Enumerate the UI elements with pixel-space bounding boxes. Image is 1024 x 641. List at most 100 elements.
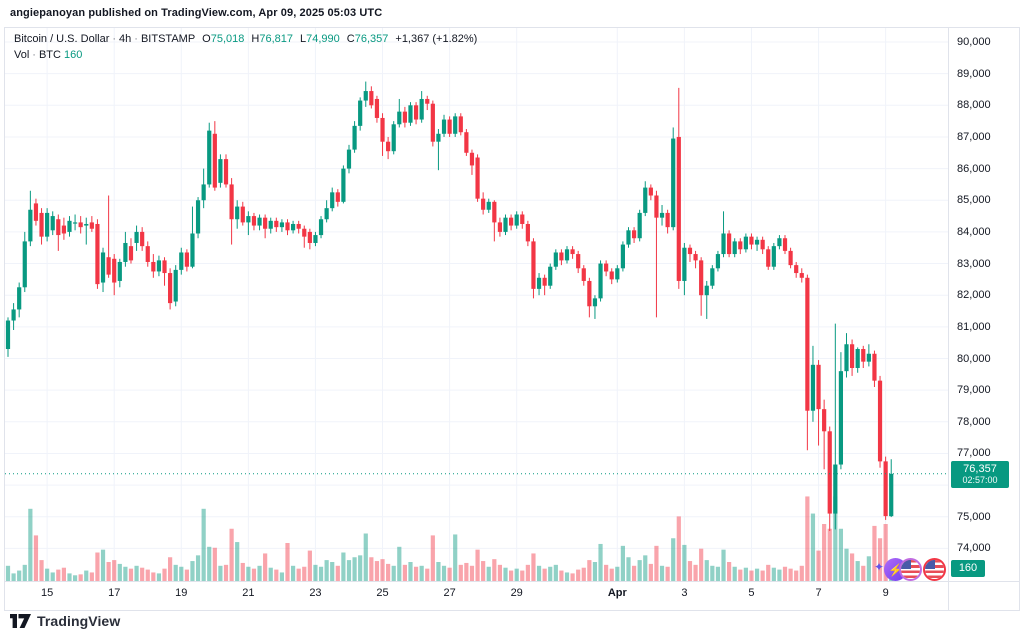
candle-body bbox=[302, 228, 307, 237]
candle-body bbox=[637, 212, 642, 239]
volume-bar bbox=[855, 561, 860, 581]
candle-body bbox=[654, 195, 659, 218]
volume-bar bbox=[844, 548, 849, 581]
candle-body bbox=[106, 257, 111, 275]
candle-body bbox=[184, 252, 189, 267]
candle-body bbox=[542, 277, 547, 286]
interval-label[interactable]: 4h bbox=[119, 33, 132, 45]
sparkle-icon: ✦ bbox=[874, 560, 885, 574]
flag-canton bbox=[901, 560, 912, 570]
volume-bar bbox=[84, 570, 89, 581]
tradingview-logo[interactable]: TradingView bbox=[10, 613, 120, 629]
volume-bar bbox=[794, 570, 799, 581]
price-tick-label: 83,000 bbox=[957, 257, 991, 270]
price-tick-label: 75,000 bbox=[957, 510, 991, 523]
volume-bar bbox=[816, 550, 821, 581]
time-tick-label: 19 bbox=[175, 587, 188, 599]
price-tick-label: 86,000 bbox=[957, 162, 991, 175]
volume-bar bbox=[492, 559, 497, 581]
volume-bar bbox=[598, 543, 603, 581]
symbol-name[interactable]: Bitcoin / U.S. Dollar bbox=[14, 33, 110, 45]
volume-bar bbox=[235, 542, 240, 581]
candle-body bbox=[89, 222, 94, 229]
time-tick-label: 7 bbox=[815, 587, 822, 599]
high-value: 76,817 bbox=[259, 33, 293, 45]
volume-bar bbox=[453, 534, 458, 581]
candle-body bbox=[22, 241, 27, 288]
candle-body bbox=[78, 222, 83, 228]
candle-body bbox=[173, 269, 178, 302]
volume-bar bbox=[369, 557, 374, 581]
volume-bar bbox=[89, 572, 94, 581]
volume-bar bbox=[145, 569, 150, 581]
candle-body bbox=[631, 230, 637, 239]
candle-body bbox=[296, 223, 301, 229]
candle-body bbox=[430, 103, 435, 142]
candle-body bbox=[861, 349, 866, 362]
close-label: C bbox=[346, 33, 355, 45]
candle-body bbox=[805, 277, 810, 411]
volume-bar bbox=[274, 569, 279, 581]
candle-body bbox=[307, 231, 312, 243]
volume-bar bbox=[72, 575, 78, 581]
candle-countdown: 02:57:00 bbox=[962, 474, 998, 485]
volume-bar bbox=[419, 565, 424, 581]
exchange-label[interactable]: BITSTAMP bbox=[140, 33, 196, 45]
candle-body bbox=[335, 192, 340, 202]
candle-body bbox=[263, 217, 268, 229]
volume-bar bbox=[184, 569, 189, 581]
us-flag-event-icon-2[interactable] bbox=[923, 558, 946, 581]
volume-bar bbox=[481, 561, 486, 581]
candle-body bbox=[833, 464, 838, 514]
candle-body bbox=[374, 98, 380, 118]
time-tick-label: 15 bbox=[41, 587, 54, 599]
candle-body bbox=[290, 223, 296, 231]
candle-body bbox=[458, 116, 463, 133]
volume-bar bbox=[100, 549, 106, 581]
volume-bar bbox=[682, 544, 687, 581]
candle-body bbox=[766, 249, 771, 267]
volume-bar bbox=[425, 568, 430, 581]
candle-body bbox=[889, 473, 894, 517]
close-value: 76,357 bbox=[354, 33, 389, 45]
us-flag-event-icon-1[interactable] bbox=[899, 558, 922, 581]
time-tick-label: 17 bbox=[108, 587, 121, 599]
candle-body bbox=[604, 263, 609, 272]
candle-body bbox=[352, 125, 357, 150]
volume-bar bbox=[592, 562, 598, 581]
volume-bar bbox=[833, 496, 838, 581]
volume-bar bbox=[22, 564, 27, 581]
candle-body bbox=[218, 159, 223, 183]
volume-bar bbox=[626, 557, 631, 581]
candle-body bbox=[520, 214, 525, 224]
legend-separator: · bbox=[32, 49, 36, 61]
candle-body bbox=[346, 149, 352, 169]
candle-body bbox=[687, 247, 693, 255]
open-value: 75,018 bbox=[210, 33, 245, 45]
candle-body bbox=[358, 100, 363, 126]
candle-body bbox=[117, 261, 122, 281]
candle-body bbox=[28, 209, 33, 242]
candle-body bbox=[548, 266, 553, 286]
volume-label[interactable]: Vol bbox=[14, 49, 30, 61]
volume-bar bbox=[5, 565, 11, 581]
volume-bar bbox=[156, 573, 162, 581]
price-tick-label: 84,000 bbox=[957, 225, 991, 238]
volume-bar bbox=[95, 552, 100, 581]
candle-body bbox=[693, 254, 698, 261]
legend-symbol-row: Bitcoin / U.S. Dollar · 4h · BITSTAMP O75,018… bbox=[14, 33, 477, 45]
candle-body bbox=[397, 111, 402, 125]
candle-body bbox=[866, 353, 871, 362]
candle-body bbox=[559, 252, 564, 261]
volume-bar bbox=[710, 565, 715, 581]
volume-bar bbox=[788, 568, 793, 581]
volume-bar bbox=[687, 561, 693, 581]
candle-body bbox=[509, 217, 514, 226]
candle-body bbox=[408, 105, 413, 123]
tradingview-logo-icon bbox=[10, 614, 31, 628]
volume-bar bbox=[50, 572, 55, 581]
candle-body bbox=[570, 249, 575, 255]
volume-bar bbox=[615, 566, 620, 581]
volume-bar bbox=[397, 546, 402, 581]
